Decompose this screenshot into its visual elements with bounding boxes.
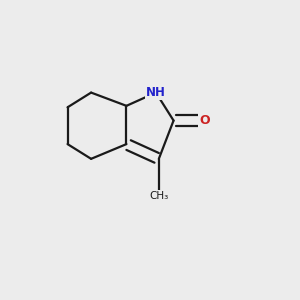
Text: O: O: [199, 114, 210, 127]
Text: CH₃: CH₃: [149, 190, 169, 201]
Text: NH: NH: [146, 86, 166, 99]
